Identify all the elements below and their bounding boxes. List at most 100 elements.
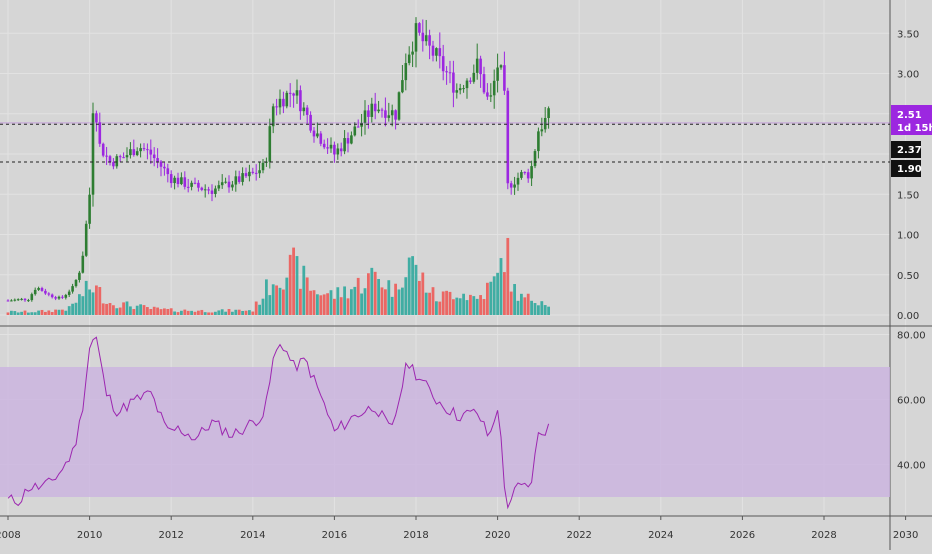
rsi-band: [0, 367, 890, 497]
candle-body: [479, 58, 482, 75]
volume-bar: [258, 304, 261, 315]
volume-bar: [418, 280, 421, 315]
candle-body: [448, 72, 452, 74]
volume-bar: [336, 287, 340, 315]
volume-bar: [305, 277, 309, 315]
current-price-tag: [891, 105, 932, 135]
volume-bar: [360, 293, 363, 315]
candle-body: [61, 296, 64, 298]
candle-body: [210, 190, 214, 194]
volume-bar: [265, 279, 268, 315]
volume-bar: [268, 295, 272, 315]
candle-body: [197, 182, 200, 188]
candle-body: [390, 110, 394, 116]
volume-bar: [37, 310, 40, 315]
volume-bar: [88, 289, 91, 315]
volume-bar: [343, 286, 346, 315]
volume-bar: [234, 309, 238, 315]
candle-body: [496, 67, 499, 81]
candle-body: [513, 184, 516, 188]
volume-bar: [173, 311, 176, 315]
candle-body: [248, 171, 251, 177]
volume-bar: [482, 299, 486, 315]
rsi-indicator: [7, 336, 550, 510]
candle-body: [23, 298, 27, 301]
volume-bar: [543, 305, 547, 315]
volume-bar: [292, 247, 295, 315]
candle-body: [458, 88, 462, 91]
candle-body: [224, 181, 227, 183]
volume-bar: [149, 308, 153, 315]
volume-bar: [462, 293, 465, 315]
volume-bar: [350, 289, 353, 315]
volume-bar: [421, 272, 425, 315]
candle-body: [282, 98, 285, 107]
volume-bar: [414, 264, 418, 315]
candle-body: [129, 149, 132, 156]
candle-body: [237, 176, 241, 182]
candle-body: [261, 162, 265, 171]
candle-body: [6, 300, 10, 302]
volume-bar: [448, 291, 452, 315]
time-tick-label: 2026: [730, 530, 755, 541]
volume-bar: [302, 265, 306, 315]
volume-bar: [118, 307, 122, 315]
candle-body: [40, 288, 44, 291]
volume-bar: [74, 302, 78, 315]
volume-bar: [367, 273, 370, 315]
price-tick-label: 1.00: [897, 231, 919, 242]
candle-body: [543, 118, 547, 130]
volume-bar: [146, 307, 149, 315]
volume-bar: [465, 300, 469, 315]
candle-body: [190, 182, 193, 187]
volume-bar: [496, 272, 499, 315]
candle-body: [428, 35, 431, 46]
candle-body: [67, 291, 71, 295]
candle-body: [387, 115, 391, 118]
candle-body: [20, 298, 23, 300]
candle-body: [74, 279, 78, 287]
candle-body: [489, 95, 493, 97]
volume-bar: [441, 291, 445, 315]
volume-bar: [333, 298, 336, 315]
volume-bar: [533, 303, 537, 315]
candle-body: [33, 289, 37, 295]
candle-body: [166, 168, 170, 175]
volume-bar: [435, 301, 438, 315]
volume-bar: [81, 296, 85, 315]
candle-body: [268, 126, 272, 162]
candle-body: [418, 23, 421, 33]
volume-bar: [339, 297, 343, 315]
price-tick-label: 1.50: [897, 190, 919, 201]
volume-bar: [384, 289, 387, 315]
candle-body: [234, 176, 238, 185]
volume-bar: [210, 312, 214, 315]
volume-bar: [159, 309, 163, 315]
candle-body: [71, 286, 74, 292]
volume-bar: [135, 305, 139, 315]
candle-body: [163, 166, 166, 169]
volume-bar: [503, 272, 506, 315]
candle-body: [421, 32, 425, 42]
candle-body: [404, 63, 408, 81]
volume-bar: [20, 311, 23, 315]
volume-bar: [346, 298, 350, 315]
candle-body: [84, 223, 88, 256]
level1-value: 2.37: [897, 145, 922, 156]
volume-bar: [40, 309, 44, 315]
candle-body: [258, 170, 261, 174]
volume-bar: [377, 279, 380, 315]
volume-bar: [492, 276, 496, 315]
candle-body: [142, 148, 146, 150]
volume-bars: [6, 237, 550, 315]
candle-body: [169, 174, 173, 184]
candle-body: [339, 148, 343, 152]
candle-body: [101, 143, 105, 156]
volume-bar: [227, 309, 231, 315]
candle-body: [220, 182, 224, 186]
candle-body: [367, 110, 370, 117]
volume-bar: [112, 305, 115, 315]
candle-body: [472, 72, 476, 82]
volume-bar: [486, 282, 489, 315]
